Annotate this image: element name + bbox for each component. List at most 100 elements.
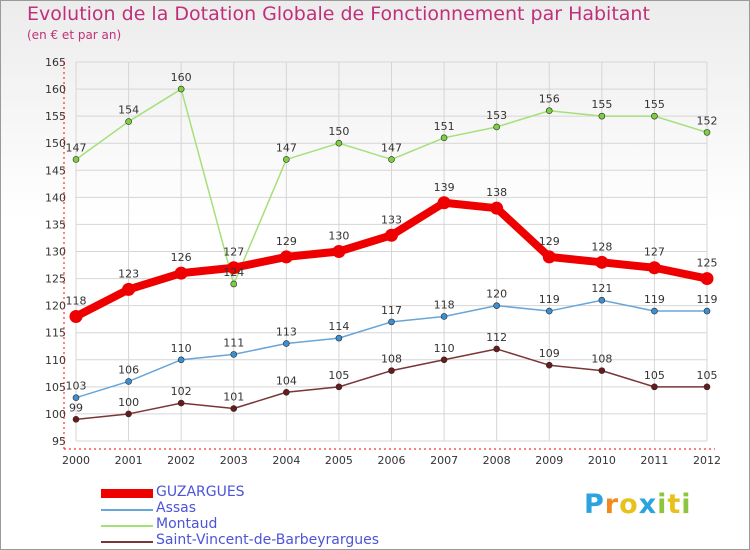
data-point-guzargues	[122, 282, 136, 296]
data-point-guzargues	[69, 309, 83, 323]
legend-swatch	[101, 509, 153, 511]
data-label-saint-vincent-de-barbeyrargues: 112	[486, 331, 507, 344]
data-point-assas	[598, 296, 606, 304]
data-label-guzargues: 133	[381, 213, 402, 226]
data-point-assas	[72, 394, 80, 401]
data-label-montaud: 151	[434, 120, 455, 133]
data-label-montaud: 147	[66, 141, 87, 154]
data-point-guzargues	[332, 245, 346, 258]
data-point-assas	[388, 318, 395, 326]
data-label-assas: 117	[381, 304, 402, 317]
x-tick-label: 2010	[588, 454, 616, 467]
x-tick-label: 2009	[535, 454, 563, 467]
data-point-guzargues	[542, 250, 556, 264]
y-tick-label: 130	[45, 246, 66, 259]
data-label-montaud: 152	[697, 114, 718, 127]
x-tick-label: 2006	[378, 454, 406, 467]
data-point-montaud	[598, 112, 606, 120]
data-point-guzargues	[595, 255, 609, 269]
y-tick-label: 135	[45, 218, 66, 231]
data-label-saint-vincent-de-barbeyrargues: 105	[644, 369, 665, 382]
data-point-guzargues	[490, 201, 504, 215]
data-label-montaud: 155	[644, 98, 665, 111]
data-label-guzargues: 126	[171, 251, 192, 264]
data-label-guzargues: 130	[328, 230, 349, 243]
data-label-saint-vincent-de-barbeyrargues: 100	[118, 396, 139, 409]
logo-letter: i	[681, 489, 692, 520]
data-label-montaud: 150	[328, 125, 349, 138]
data-point-saint-vincent-de-barbeyrargues	[125, 410, 132, 418]
data-label-assas: 111	[223, 336, 244, 349]
series-lines	[69, 85, 714, 423]
proxiti-logo: Proxiti	[584, 489, 692, 520]
data-point-saint-vincent-de-barbeyrargues	[440, 356, 448, 364]
x-tick-label: 2011	[640, 454, 668, 467]
y-tick-label: 100	[45, 408, 66, 421]
data-label-guzargues: 118	[66, 294, 87, 307]
data-label-guzargues: 125	[697, 257, 718, 270]
data-point-saint-vincent-de-barbeyrargues	[335, 383, 343, 391]
x-tick-label: 2000	[62, 454, 90, 467]
data-label-assas: 119	[644, 293, 665, 306]
data-point-montaud	[283, 156, 290, 163]
data-label-montaud: 154	[118, 104, 139, 117]
legend-label: Assas	[156, 500, 197, 516]
data-point-guzargues	[437, 196, 451, 210]
x-tick-label: 2002	[167, 454, 195, 467]
data-label-montaud: 160	[171, 71, 192, 84]
data-point-assas	[440, 313, 448, 320]
chart-subtitle: (en € et par an)	[27, 28, 122, 42]
legend-swatch	[101, 489, 153, 498]
legend-swatch	[101, 541, 153, 543]
data-point-assas	[177, 356, 185, 364]
x-tick-label: 2005	[325, 454, 353, 467]
data-label-guzargues: 129	[539, 235, 560, 248]
x-tick-label: 2003	[220, 454, 248, 467]
data-point-guzargues	[174, 266, 188, 280]
data-labels: 103 106 110 111 113 114 117 118 120 119 121 119 119 1…	[66, 71, 718, 414]
data-label-saint-vincent-de-barbeyrargues: 110	[434, 342, 455, 355]
data-label-montaud: 147	[381, 141, 402, 154]
data-label-montaud: 153	[486, 109, 507, 122]
data-point-saint-vincent-de-barbeyrargues	[703, 383, 711, 391]
legend-swatch	[101, 525, 153, 527]
y-tick-label: 95	[52, 435, 66, 448]
data-label-assas: 121	[591, 282, 612, 295]
data-point-montaud	[230, 280, 238, 288]
legend-label: Montaud	[156, 516, 218, 532]
data-point-montaud	[493, 123, 500, 131]
data-label-saint-vincent-de-barbeyrargues: 109	[539, 347, 560, 360]
data-label-guzargues: 139	[434, 181, 455, 194]
data-point-saint-vincent-de-barbeyrargues	[283, 388, 290, 396]
data-label-montaud: 147	[276, 141, 297, 154]
data-point-assas	[703, 307, 711, 315]
x-tick-label: 2004	[272, 454, 300, 467]
data-label-assas: 119	[697, 293, 718, 306]
data-point-assas	[493, 302, 500, 309]
data-point-guzargues	[227, 261, 241, 275]
data-point-assas	[230, 351, 238, 358]
legend-label: Saint-Vincent-de-Barbeyrargues	[156, 532, 379, 548]
data-label-saint-vincent-de-barbeyrargues: 102	[171, 385, 192, 398]
data-point-guzargues	[647, 261, 661, 275]
data-point-saint-vincent-de-barbeyrargues	[545, 361, 553, 369]
data-label-saint-vincent-de-barbeyrargues: 105	[328, 369, 349, 382]
data-point-assas	[545, 307, 553, 315]
x-tick-label: 2001	[115, 454, 143, 467]
data-point-assas	[283, 340, 290, 347]
data-point-montaud	[335, 139, 343, 147]
x-tick-label: 2008	[483, 454, 511, 467]
x-tick-label: 2007	[430, 454, 458, 467]
data-label-assas: 119	[539, 293, 560, 306]
y-tick-label: 160	[45, 83, 66, 96]
data-point-montaud	[125, 118, 132, 125]
data-label-assas: 110	[171, 342, 192, 355]
data-point-guzargues	[279, 250, 293, 264]
logo-letter: o	[619, 489, 639, 520]
data-point-assas	[335, 334, 343, 342]
data-point-saint-vincent-de-barbeyrargues	[177, 399, 185, 407]
y-tick-label: 115	[45, 327, 66, 340]
data-label-montaud: 156	[539, 93, 560, 106]
